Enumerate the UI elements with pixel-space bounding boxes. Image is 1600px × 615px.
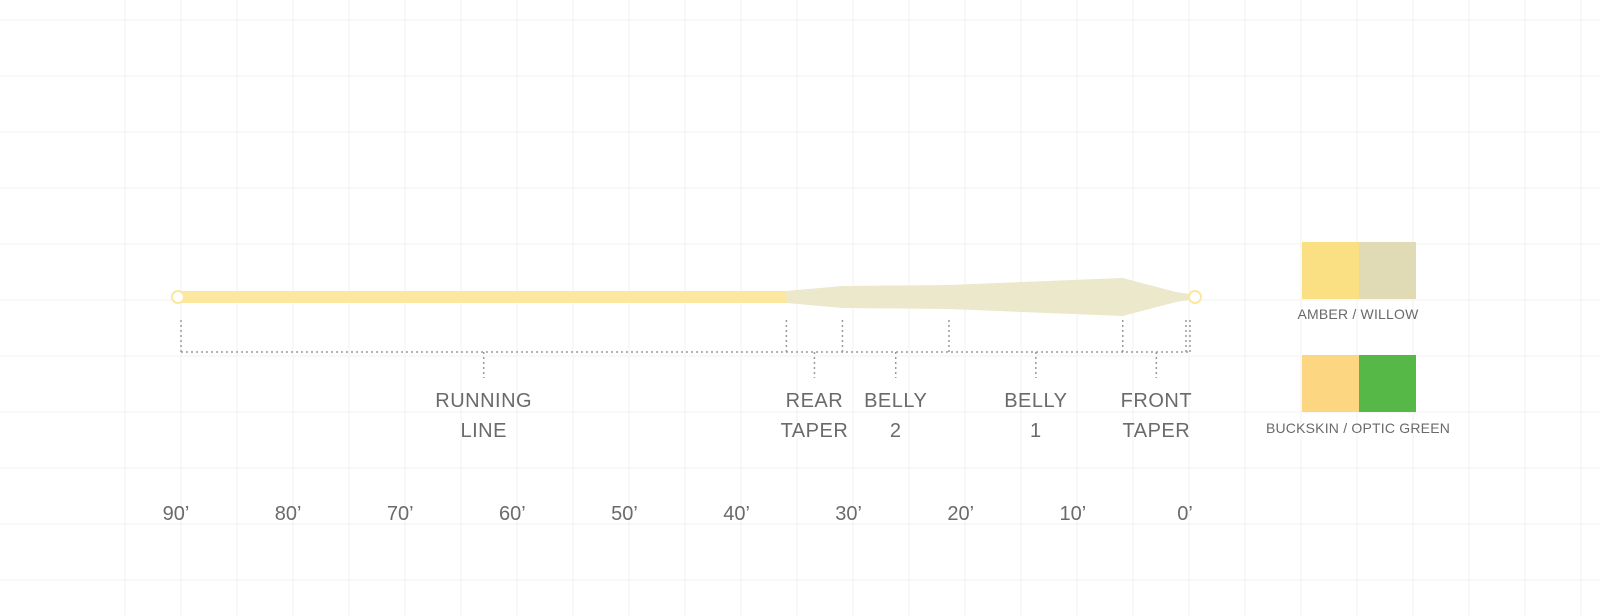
fly-line <box>171 278 1202 316</box>
segment-label-front-taper: FRONT TAPER <box>1121 386 1192 446</box>
segment-label-line: BELLY <box>1004 390 1068 412</box>
segment-label-line: BELLY <box>864 390 928 412</box>
axis-tick-label: 40’ <box>723 503 750 525</box>
color-option-caption: AMBER / WILLOW <box>1297 306 1419 322</box>
left-loop <box>171 290 185 304</box>
axis-tick-label: 20’ <box>947 503 975 525</box>
segment-label-line: LINE <box>460 420 507 442</box>
axis-tick-label: 70’ <box>386 503 414 525</box>
axis-tick-label: 10’ <box>1059 503 1087 525</box>
axis-tick-label: 30’ <box>835 503 863 525</box>
swatch-color-b <box>1359 355 1416 412</box>
right-loop <box>1188 290 1202 304</box>
axis-tick-label: 0’ <box>1177 503 1193 525</box>
axis-tick-label: 60’ <box>498 503 526 525</box>
color-option-buckskin-optic-green <box>1302 355 1416 412</box>
color-option-amber-willow <box>1302 242 1416 299</box>
segment-label-line: FRONT <box>1120 390 1193 412</box>
segment-label-belly-1: BELLY 1 <box>1004 386 1067 446</box>
color-option-caption: BUCKSKIN / OPTIC GREEN <box>1265 420 1451 436</box>
swatch-color-a <box>1302 242 1359 299</box>
segment-label-rear-taper: REAR TAPER <box>781 386 849 446</box>
axis-tick-label: 50’ <box>611 503 638 525</box>
segment-brackets <box>180 320 1191 378</box>
segment-label-line: REAR <box>785 390 844 412</box>
segment-label-line: TAPER <box>1122 420 1191 442</box>
segment-label-running-line: RUNNING LINE <box>435 386 532 446</box>
head-shape <box>786 278 1190 316</box>
running-line-shape <box>181 291 793 303</box>
swatch-color-b <box>1359 242 1416 299</box>
segment-label-line: RUNNING <box>435 390 533 412</box>
segment-label-line: TAPER <box>780 420 849 442</box>
segment-label-line: 1 <box>1030 420 1042 442</box>
segment-label-line: 2 <box>889 420 902 442</box>
segment-label-belly-2: BELLY 2 <box>864 386 927 446</box>
swatch-color-a <box>1302 355 1359 412</box>
axis-tick-label: 90’ <box>162 503 190 525</box>
axis-tick-label: 80’ <box>274 503 302 525</box>
